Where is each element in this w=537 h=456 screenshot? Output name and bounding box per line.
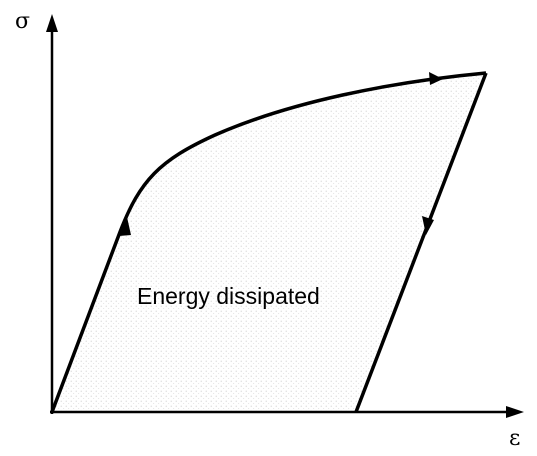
energy-dissipated-region [52, 73, 486, 412]
epsilon-axis-label: ε [509, 426, 520, 451]
sigma-axis-arrowhead [46, 14, 58, 32]
loading-direction-arrow [119, 217, 131, 236]
sigma-axis-label: σ [15, 9, 30, 34]
top-direction-arrow [429, 72, 443, 85]
unloading-direction-arrow [422, 216, 434, 235]
unloading-line [354, 72, 488, 413]
epsilon-axis-arrowhead [506, 406, 524, 418]
loading-curve [50, 71, 487, 413]
energy-dissipated-label: Energy dissipated [137, 283, 320, 309]
